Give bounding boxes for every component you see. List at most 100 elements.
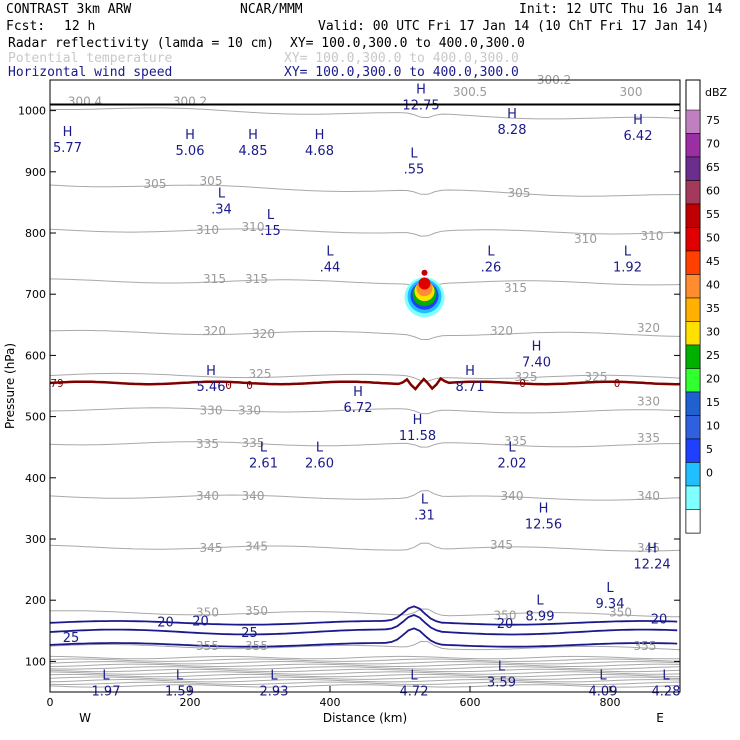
contour-labels: 355 355 355 350 350 350 350 345 345 345 345 340 340 3… xyxy=(50,73,680,700)
colorbar-level-label: 30 xyxy=(706,326,720,339)
colorbar-level-label: 45 xyxy=(706,255,720,268)
colorbar-level-label: 20 xyxy=(706,373,720,386)
field1-xy: XY= 100.0,300.0 to 400.0,300.0 xyxy=(290,36,525,51)
theta-label: 300.4 xyxy=(68,94,102,108)
theta-line-upper xyxy=(49,666,681,670)
theta-line-upper xyxy=(49,658,681,662)
hl-symbol: L xyxy=(536,593,544,608)
zero-line-label: 0 xyxy=(225,379,232,392)
theta-label: 310 xyxy=(574,232,597,246)
hl-symbol: L xyxy=(599,669,607,684)
hl-symbol: L xyxy=(326,244,334,259)
theta-isentrope xyxy=(49,278,681,289)
colorbar-swatch xyxy=(685,485,701,510)
west-label: W xyxy=(79,711,91,725)
theta-label: 315 xyxy=(203,272,226,286)
theta-label: 325 xyxy=(585,370,608,384)
theta-isentrope xyxy=(49,542,681,552)
hl-symbol: L xyxy=(410,147,418,162)
theta-isentrope xyxy=(49,640,681,651)
theta-label: 300.2 xyxy=(173,94,207,108)
colorbar-swatch xyxy=(685,321,701,346)
fcst-label: Fcst: xyxy=(6,19,46,34)
colorbar-level-label: 25 xyxy=(706,349,720,362)
hl-value: 6.72 xyxy=(344,401,373,416)
zero-line-label: 0 xyxy=(614,377,621,390)
theta-label: 335 xyxy=(637,431,660,445)
hl-symbol: L xyxy=(270,669,278,684)
theta-label: 345 xyxy=(637,541,660,555)
hl-value: 8.28 xyxy=(498,123,527,138)
hl-symbol: L xyxy=(102,669,110,684)
colorbar-swatch xyxy=(685,133,701,158)
hl-symbol: H xyxy=(465,364,475,379)
colorbar-swatch xyxy=(685,509,701,534)
hl-value: 4.68 xyxy=(305,144,334,159)
hl-value: 7.40 xyxy=(522,355,551,370)
hl-value: 9.34 xyxy=(596,597,625,612)
x-tick-label: 400 xyxy=(320,696,341,709)
y-axis-label: Pressure (hPa) xyxy=(3,343,17,429)
theta-label: 305 xyxy=(200,174,223,188)
y-tick-label: 900 xyxy=(25,166,46,179)
model-title: CONTRAST 3km ARW xyxy=(6,2,132,17)
hl-value: .26 xyxy=(481,260,502,275)
y-tick-label: 800 xyxy=(25,227,46,240)
hl-symbol: L xyxy=(176,669,184,684)
theta-isentrope xyxy=(49,407,681,415)
theta-contours xyxy=(49,107,681,688)
hl-value: 4.85 xyxy=(239,144,268,159)
hl-value: .15 xyxy=(260,224,281,239)
zero-line-label: 0 xyxy=(519,377,526,390)
x-axis-label: Distance (km) xyxy=(323,711,407,725)
hl-value: .55 xyxy=(404,163,425,178)
theta-isentrope xyxy=(49,329,681,341)
hl-value: 5.77 xyxy=(53,141,82,156)
colorbar-level-label: 75 xyxy=(706,114,720,127)
colorbar-level-label: 10 xyxy=(706,420,720,433)
wind-contour-25 xyxy=(49,614,678,636)
hl-value: 8.71 xyxy=(456,380,485,395)
hl-value: 11.58 xyxy=(399,429,436,444)
hl-value: .44 xyxy=(320,260,341,275)
zero-isotherm-line xyxy=(49,376,681,391)
field1-name: Radar reflectivity (lamda = 10 cm) xyxy=(8,36,275,51)
hl-value: 2.60 xyxy=(305,456,334,471)
colorbar-level-label: 65 xyxy=(706,161,720,174)
theta-label: 335 xyxy=(196,437,219,451)
theta-label: 320 xyxy=(203,324,226,338)
y-tick-label: 100 xyxy=(25,655,46,668)
wind-contour-20 xyxy=(49,605,678,626)
hl-value: 3.59 xyxy=(487,675,516,690)
theta-label: 320 xyxy=(490,324,513,338)
theta-label: 345 xyxy=(245,539,268,553)
field2-xy: XY= 100.0,300.0 to 400.0,300.0 xyxy=(284,51,519,66)
zero-line-label: 79 xyxy=(50,377,63,390)
theta-label: 305 xyxy=(508,186,531,200)
theta-label: 325 xyxy=(249,367,272,381)
theta-isentrope xyxy=(49,441,681,448)
colorbar-swatch xyxy=(685,368,701,393)
theta-isentrope xyxy=(49,372,681,382)
theta-line-upper xyxy=(49,655,681,660)
hl-value: 5.06 xyxy=(176,144,205,159)
x-tick-label: 600 xyxy=(460,696,481,709)
theta-isentrope xyxy=(49,490,681,501)
theta-isentrope xyxy=(49,608,680,618)
hl-symbol: L xyxy=(624,244,632,259)
theta-label: 315 xyxy=(504,281,527,295)
hl-symbol: H xyxy=(315,128,325,143)
y-tick-label: 600 xyxy=(25,349,46,362)
theta-label: 345 xyxy=(490,538,513,552)
hl-symbol: L xyxy=(410,669,418,684)
theta-label: 330 xyxy=(637,394,660,408)
hl-symbol: H xyxy=(206,364,216,379)
theta-label: 345 xyxy=(200,541,223,555)
wind-label: 20 xyxy=(192,614,209,629)
hl-symbol: L xyxy=(662,669,670,684)
theta-label: 335 xyxy=(242,436,265,450)
hl-value: 1.92 xyxy=(613,260,642,275)
hl-value: 2.02 xyxy=(498,456,527,471)
hl-value: 6.42 xyxy=(624,129,653,144)
